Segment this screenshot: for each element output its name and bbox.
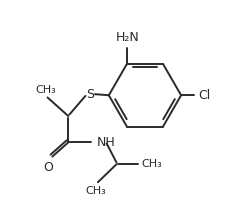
Text: O: O (44, 161, 54, 173)
Text: H₂N: H₂N (116, 31, 140, 44)
Text: Cl: Cl (199, 89, 211, 102)
Text: CH₃: CH₃ (85, 186, 106, 196)
Text: CH₃: CH₃ (142, 159, 162, 169)
Text: S: S (86, 88, 94, 101)
Text: CH₃: CH₃ (35, 85, 56, 95)
Text: NH: NH (97, 136, 116, 149)
